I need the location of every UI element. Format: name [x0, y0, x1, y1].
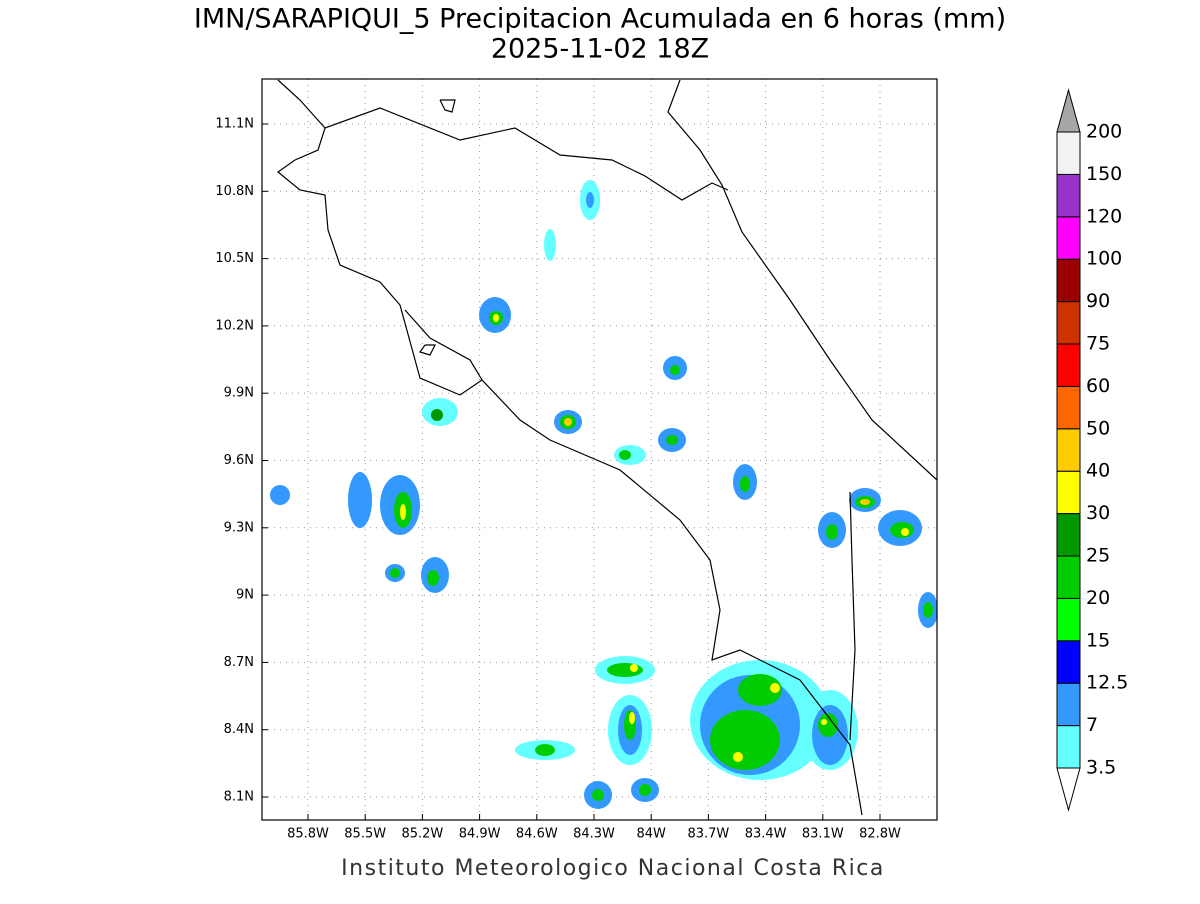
colorbar-label: 90: [1086, 290, 1110, 312]
colorbar-box: [1056, 428, 1081, 472]
lon-tick-label: 83.7W: [687, 827, 729, 842]
colorbar-label: 7: [1086, 714, 1098, 736]
colorbar-label: 3.5: [1086, 757, 1116, 779]
lon-tick-label: 84.6W: [516, 827, 558, 842]
colorbar-label: 120: [1086, 205, 1122, 227]
lat-tick-label: 8.7N: [224, 655, 254, 670]
map-frame: [261, 78, 938, 821]
colorbar-box: [1056, 597, 1081, 642]
colorbar-box: [1056, 258, 1081, 303]
precipitation: [270, 79, 937, 816]
colorbar-label: 15: [1086, 629, 1110, 651]
colorbar-box: [1056, 343, 1081, 387]
lat-tick-label: 10.2N: [215, 318, 254, 333]
colorbar-box: [1056, 555, 1081, 599]
lat-tick-label: 10.5N: [215, 251, 254, 266]
colorbar-label: 75: [1086, 333, 1110, 355]
rain-cells: [270, 180, 937, 809]
colorbar-box: [1056, 682, 1081, 727]
colorbar-label: 30: [1086, 502, 1110, 524]
lat-tick-label: 10.8N: [215, 184, 254, 199]
lon-tick-label: 85.8W: [287, 827, 329, 842]
grid: [262, 79, 937, 820]
colorbar-label: 60: [1086, 375, 1110, 397]
under-triangle: [1056, 767, 1081, 812]
colorbar-box: [1056, 131, 1081, 175]
lat-tick-label: 9.9N: [224, 386, 254, 401]
lat-tick-label: 9N: [236, 588, 254, 603]
lat-tick-label: 8.1N: [224, 790, 254, 805]
lon-tick-label: 83.4W: [745, 827, 787, 842]
colorbar-box: [1056, 385, 1081, 430]
colorbar-label: 25: [1086, 545, 1110, 567]
colorbar-label: 200: [1086, 121, 1122, 143]
colorbar-box: [1056, 470, 1081, 515]
footer: Instituto Meteorologico Nacional Costa R…: [341, 856, 885, 881]
over-triangle: [1056, 88, 1081, 133]
lon-tick-label: 84W: [636, 827, 666, 842]
coastlines: [277, 79, 937, 816]
colorbar: 3.5 7 12.5 15 20 25 30 40 50 60 75 90 100 120 150 200: [1056, 88, 1128, 812]
colorbar-box: [1056, 301, 1081, 345]
lon-tick-label: 83.1W: [802, 827, 844, 842]
title: IMN/SARAPIQUI_5 Precipitacion Acumulada …: [194, 4, 1006, 35]
colorbar-label: 100: [1086, 248, 1122, 270]
lon-tick-label: 85.5W: [344, 827, 386, 842]
colorbar-box: [1056, 216, 1081, 260]
colorbar-box: [1056, 513, 1081, 557]
colorbar-box: [1056, 725, 1081, 769]
colorbar-label: 50: [1086, 417, 1110, 439]
lat-tick-label: 8.4N: [224, 722, 254, 737]
subtitle: 2025-11-02 18Z: [491, 34, 709, 65]
lon-tick-label: 82.8W: [859, 827, 901, 842]
colorbar-label: 150: [1086, 163, 1122, 185]
lon-tick-label: 84.9W: [459, 827, 501, 842]
lon-tick-label: 84.3W: [573, 827, 615, 842]
colorbar-label: 20: [1086, 587, 1110, 609]
colorbar-label: 40: [1086, 460, 1110, 482]
colorbar-label: 12.5: [1086, 672, 1128, 694]
colorbar-box: [1056, 173, 1081, 218]
lat-tick-label: 9.3N: [224, 520, 254, 535]
lat-tick-label: 9.6N: [224, 453, 254, 468]
lon-tick-label: 85.2W: [401, 827, 443, 842]
lat-tick-label: 11.1N: [215, 117, 254, 132]
colorbar-box: [1056, 640, 1081, 684]
